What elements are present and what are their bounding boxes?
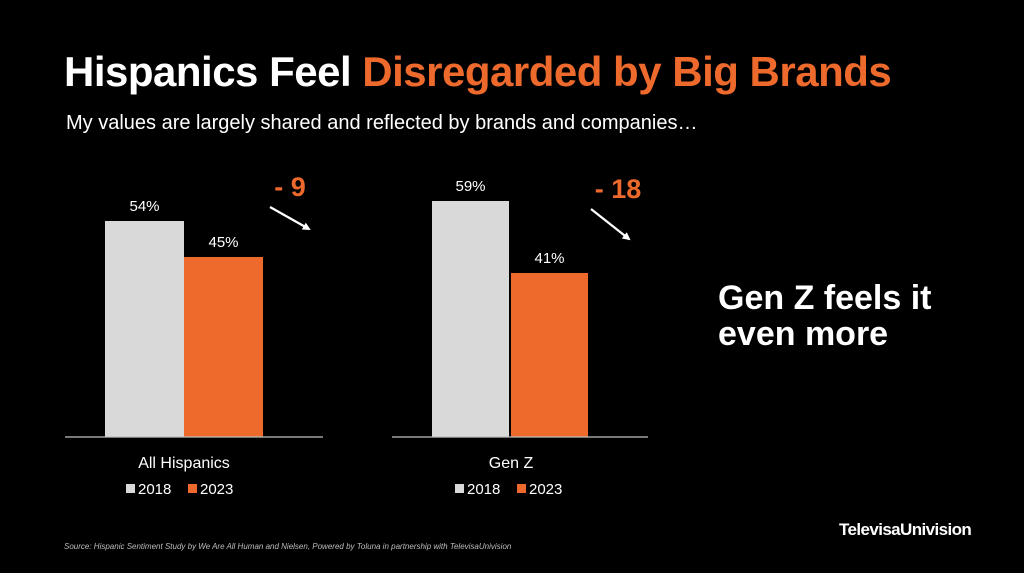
legend-swatch-2023 (188, 484, 197, 493)
callout-line-2: even more (718, 315, 889, 353)
legend-swatch-2023 (517, 484, 526, 493)
legend-swatch-2018 (126, 484, 135, 493)
televisaunivision-logo: TelevisaUnivision (839, 520, 972, 539)
legend-label-2023: 2023 (200, 481, 233, 498)
source-note: Source: Hispanic Sentiment Study by We A… (64, 542, 512, 551)
page-title: Hispanics Feel Disregarded by Big Brands (64, 48, 892, 96)
chart-all-hispanics: 54% 45% All Hispanics - 9 2018 2023 (65, 172, 323, 498)
title-part-1: Hispanics Feel (64, 48, 363, 95)
data-label-2018: 54% (129, 198, 159, 215)
bar-2018 (105, 221, 184, 437)
bar-2023 (511, 273, 588, 437)
bar-2018 (432, 201, 509, 437)
legend-label-2023: 2023 (529, 481, 562, 498)
title-part-2: Disregarded by Big Brands (362, 48, 892, 95)
callout-text: Gen Z feels it even more (718, 280, 978, 352)
down-arrow-icon (590, 208, 631, 241)
data-label-2023: 45% (208, 234, 238, 251)
chart-gen-z: 59% 41% Gen Z - 18 2018 2023 (392, 174, 648, 498)
legend-label-2018: 2018 (138, 481, 171, 498)
bar-2023 (184, 257, 263, 437)
category-label: Gen Z (489, 455, 534, 472)
legend-swatch-2018 (455, 484, 464, 493)
legend-label-2018: 2018 (467, 481, 500, 498)
data-label-2018: 59% (455, 178, 485, 195)
down-arrow-icon (269, 206, 311, 230)
callout-line-1: Gen Z feels it (718, 279, 932, 317)
change-label: - 18 (595, 174, 642, 204)
data-label-2023: 41% (534, 250, 564, 267)
change-label: - 9 (274, 172, 306, 202)
subtitle: My values are largely shared and reflect… (66, 112, 698, 134)
category-label: All Hispanics (138, 455, 230, 472)
